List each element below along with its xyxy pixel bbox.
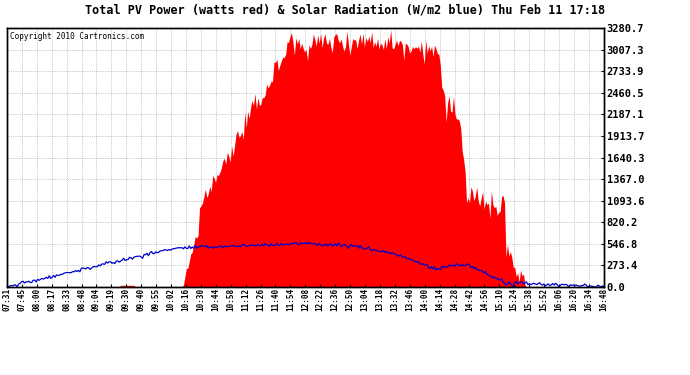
- Text: Copyright 2010 Cartronics.com: Copyright 2010 Cartronics.com: [10, 32, 144, 41]
- Text: Total PV Power (watts red) & Solar Radiation (W/m2 blue) Thu Feb 11 17:18: Total PV Power (watts red) & Solar Radia…: [85, 4, 605, 17]
